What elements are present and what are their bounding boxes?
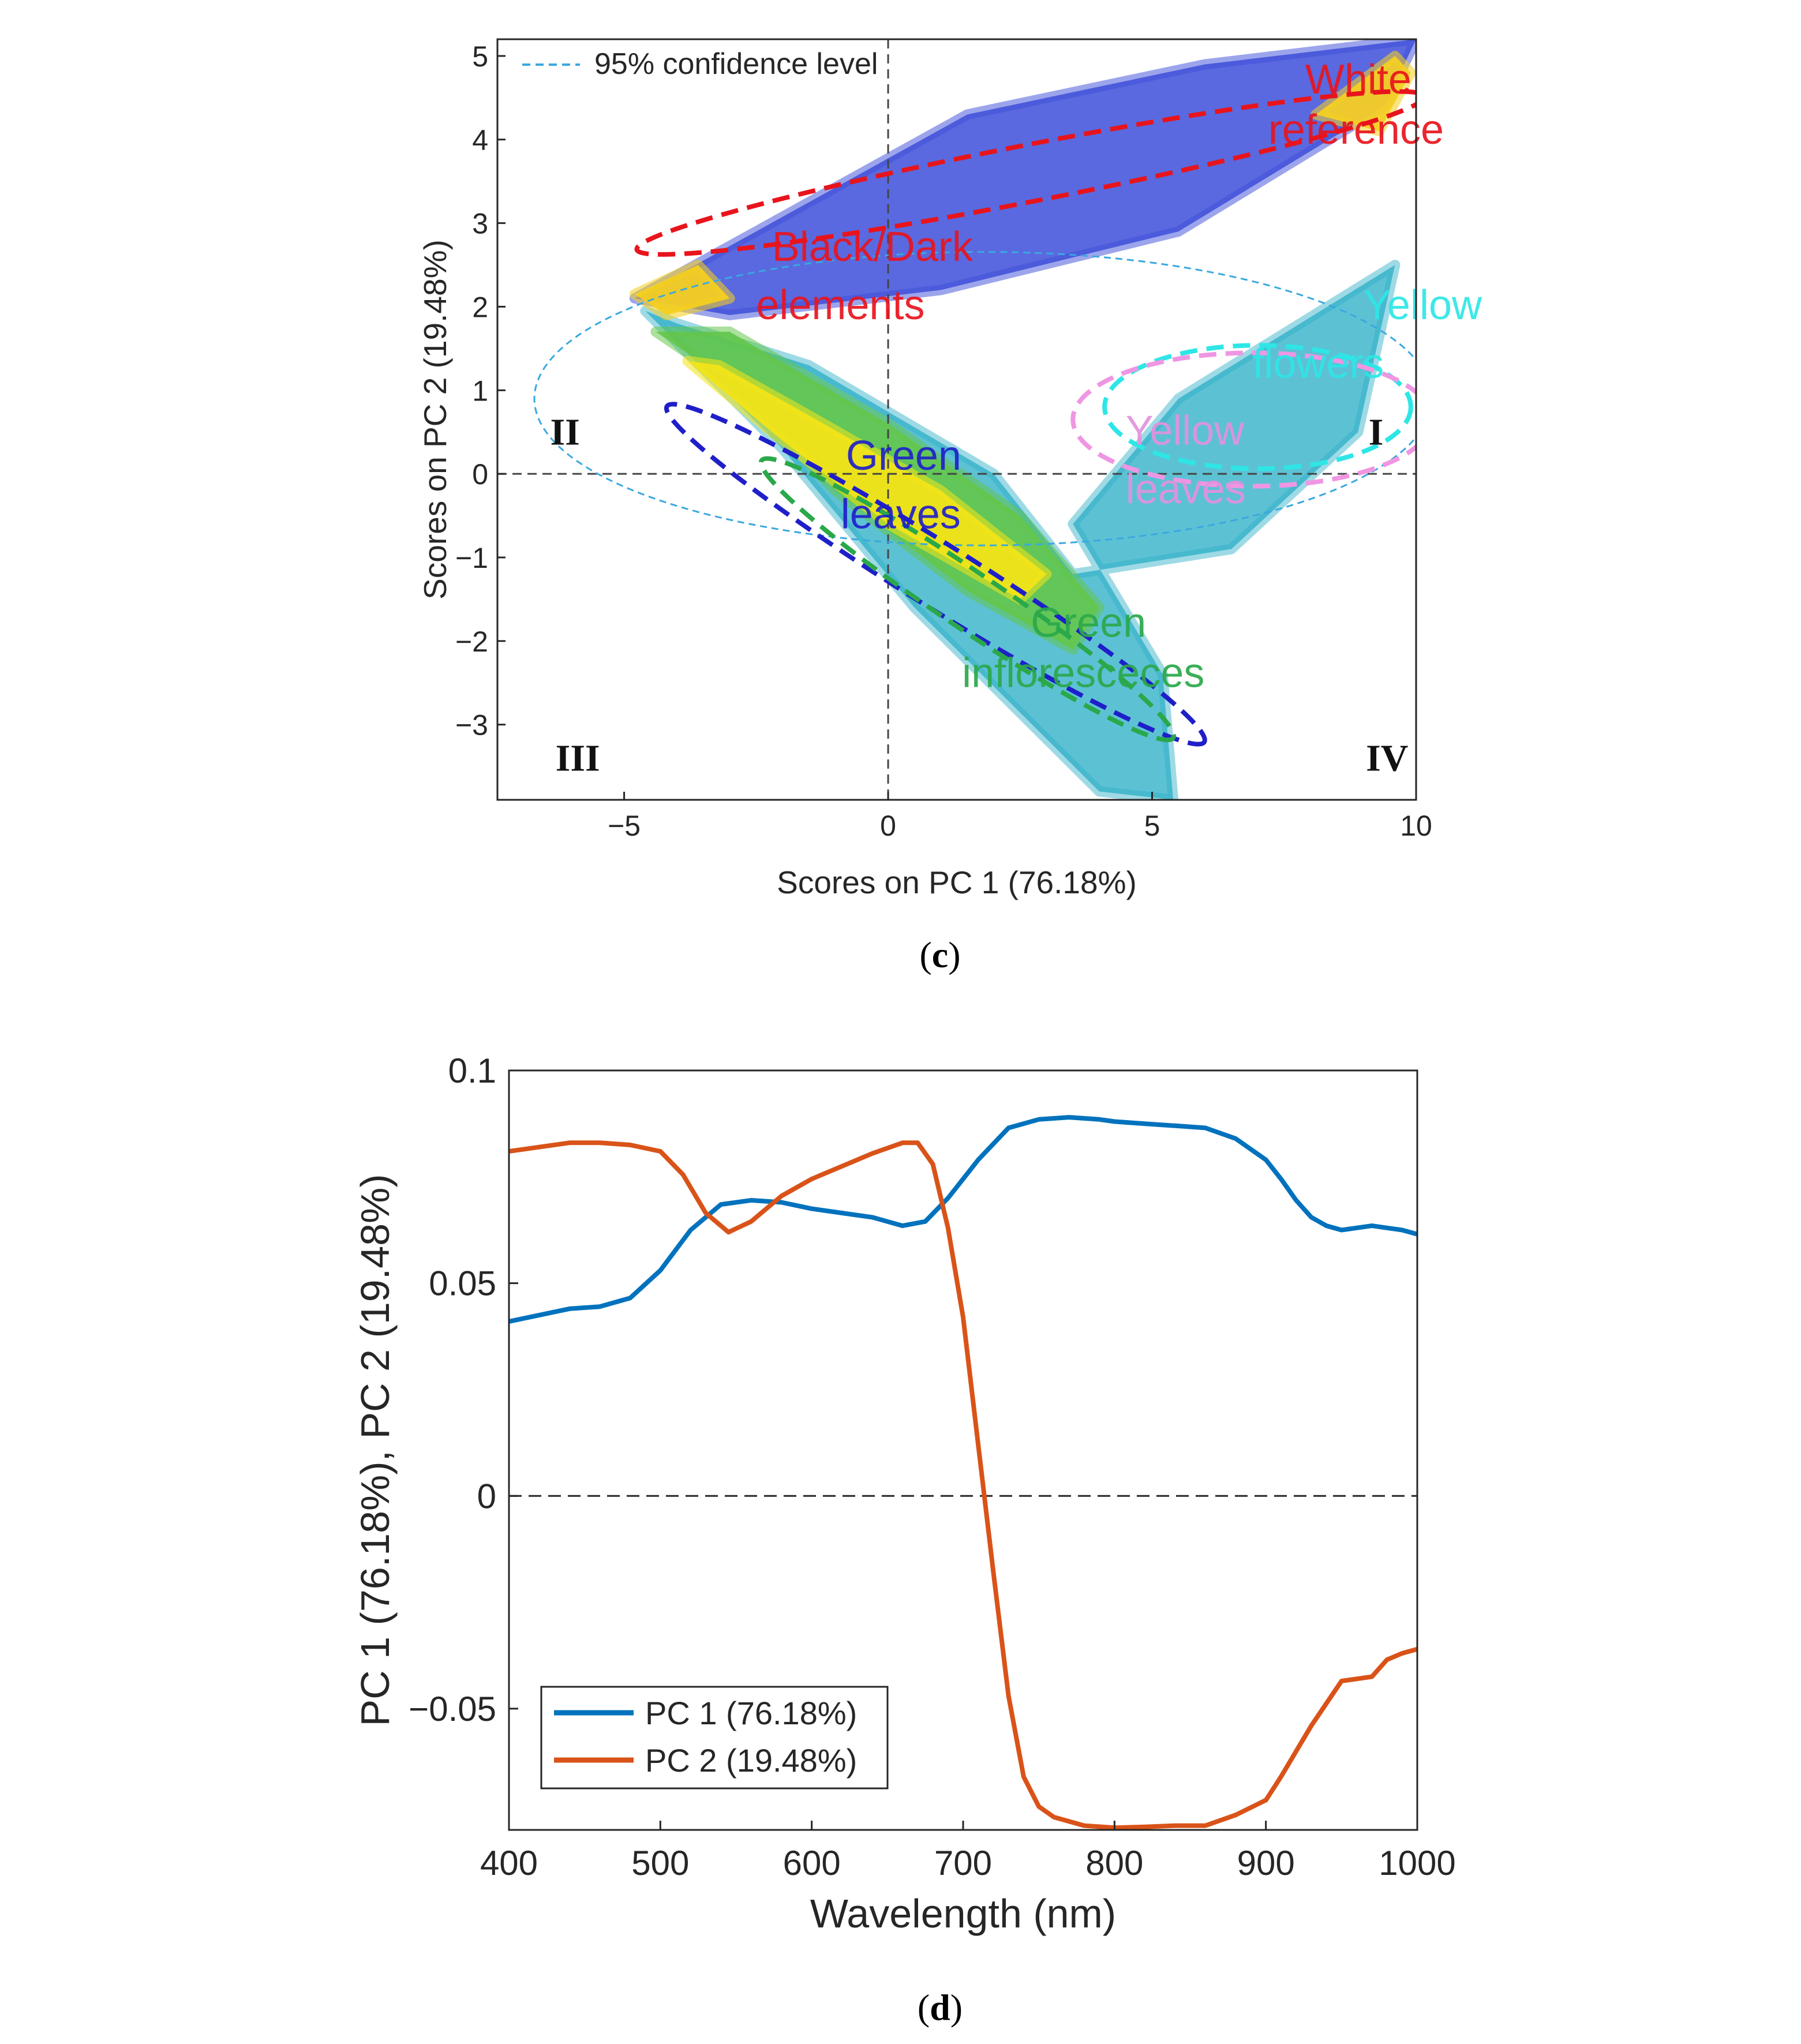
- scatter-y-tick-label: 2: [472, 291, 488, 323]
- scatter-x-tick-label: −5: [608, 810, 641, 842]
- quadrant-label-I: I: [1369, 411, 1384, 453]
- ellipse-green-inflorescences: [758, 456, 1176, 743]
- line-y-tick-label: 0.1: [448, 1051, 496, 1090]
- line-x-tick-label: 500: [631, 1844, 689, 1882]
- scatter-y-tick-label: −2: [455, 626, 488, 658]
- line-y-tick-label: −0.05: [409, 1690, 496, 1728]
- scatter-y-axis-label: Scores on PC 2 (19.48%): [417, 239, 453, 600]
- annotation-8: Green: [846, 433, 961, 479]
- ellipse-dark-elements: [634, 89, 1416, 257]
- annotation-10: Green: [1031, 600, 1146, 646]
- caption-c: (c): [919, 934, 961, 975]
- scatter-x-tick-label: 5: [1144, 810, 1160, 842]
- annotation-1: elements: [756, 282, 924, 328]
- line-x-tick-label: 600: [783, 1844, 841, 1882]
- caption-c-letter: c: [931, 934, 949, 975]
- quadrant-label-IV: IV: [1366, 737, 1408, 779]
- scatter-axes-box: [496, 38, 1417, 801]
- scatter-x-axis-label: Scores on PC 1 (76.18%): [777, 864, 1137, 900]
- cluster-ellipses: [533, 89, 1416, 747]
- line-legend: PC 1 (76.18%) PC 2 (19.48%): [540, 1686, 889, 1790]
- quadrant-label-III: III: [556, 737, 600, 779]
- legend-confidence-label: 95% confidence level: [594, 47, 878, 81]
- annotation-7: leaves: [1126, 466, 1246, 512]
- legend-pc1-label: PC 1 (76.18%): [645, 1695, 857, 1731]
- scatter-y-tick-label: 3: [472, 208, 488, 240]
- quadrant-axes: [497, 39, 1416, 800]
- scatter-x-ticks: −5 0 5 10: [608, 792, 1432, 842]
- annotation-5: flowers: [1252, 341, 1384, 387]
- scatter-x-tick-label: 0: [880, 810, 896, 842]
- pc-score-scatter-chart: Black/DarkelementsWhitereferenceYellowfl…: [417, 38, 1482, 900]
- annotation-4: Yellow: [1364, 282, 1482, 328]
- cluster-annotations: Black/DarkelementsWhitereferenceYellowfl…: [756, 57, 1482, 696]
- loadings-series: [509, 1115, 1417, 1830]
- line-x-ticks: 400 500 600 700 800 900 1000: [480, 1821, 1456, 1882]
- series-line-pc2: [509, 1140, 1417, 1830]
- ellipse-yellow-flowers: [1102, 343, 1413, 471]
- scatter-y-tick-label: 0: [472, 458, 488, 491]
- scatter-y-tick-label: −3: [455, 709, 488, 742]
- line-x-tick-label: 1000: [1379, 1844, 1455, 1882]
- scatter-y-tick-label: 4: [472, 124, 488, 156]
- ellipse-yellow-leaves: [1070, 350, 1416, 489]
- annotation-6: Yellow: [1126, 407, 1245, 454]
- annotation-0: Black/Dark: [772, 224, 973, 270]
- pc-loadings-line-chart: 400 500 600 700 800 900 1000 −0.05 0 0.05 0.1 PC …: [353, 1051, 1456, 1936]
- annotation-3: reference: [1268, 107, 1444, 153]
- line-y-tick-label: 0: [477, 1477, 496, 1515]
- line-x-tick-label: 400: [480, 1844, 538, 1882]
- line-x-tick-label: 800: [1085, 1844, 1143, 1882]
- scatter-y-ticks: −3 −2 −1 0 1 2 3 4 5: [455, 40, 506, 742]
- annotation-11: infloresceces: [962, 650, 1204, 696]
- line-y-tick-label: 0.05: [429, 1264, 496, 1303]
- quadrant-label-II: II: [550, 411, 579, 453]
- scatter-x-tick-label: 10: [1400, 810, 1432, 842]
- series-line-pc1: [509, 1115, 1417, 1324]
- line-x-tick-label: 900: [1237, 1844, 1295, 1882]
- scatter-y-tick-label: 1: [472, 375, 488, 407]
- scatter-y-tick-label: −1: [455, 542, 488, 574]
- line-y-axis-label: PC 1 (76.18%), PC 2 (19.48%): [353, 1174, 398, 1726]
- annotation-9: leaves: [841, 491, 961, 537]
- legend-pc2-label: PC 2 (19.48%): [645, 1742, 857, 1779]
- legend-box: [540, 1686, 889, 1790]
- caption-d: (d): [917, 1987, 963, 2028]
- scatter-y-tick-label: 5: [472, 40, 488, 73]
- caption-d-letter: d: [930, 1987, 950, 2028]
- annotation-2: White: [1305, 57, 1411, 103]
- line-y-ticks: −0.05 0 0.05 0.1: [409, 1051, 518, 1728]
- scatter-legend: 95% confidence level: [522, 47, 878, 81]
- line-x-axis-label: Wavelength (nm): [810, 1891, 1116, 1936]
- ellipse-confidence-95: [533, 251, 1416, 546]
- line-x-tick-label: 700: [934, 1844, 992, 1882]
